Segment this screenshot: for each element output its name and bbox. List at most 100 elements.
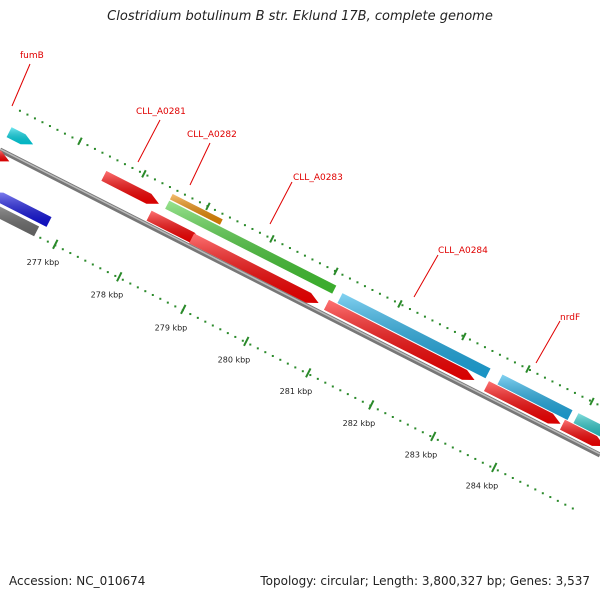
tick-dot bbox=[438, 323, 441, 326]
tick-dot bbox=[18, 109, 21, 112]
tick-dot bbox=[281, 243, 284, 246]
outer-tick-track bbox=[18, 109, 599, 406]
tick-dot bbox=[159, 297, 162, 300]
tick-dot bbox=[348, 277, 351, 280]
major-tick bbox=[141, 169, 147, 178]
tick-dot bbox=[99, 267, 102, 270]
tick-dot bbox=[346, 393, 349, 396]
tick-dot bbox=[476, 342, 479, 345]
tick-dot bbox=[466, 454, 469, 457]
light-blue-gene-bar-shade bbox=[497, 374, 573, 420]
tick-dot bbox=[69, 252, 72, 255]
tick-dot bbox=[429, 435, 432, 438]
tick-dot bbox=[41, 121, 44, 124]
tick-dot bbox=[174, 305, 177, 308]
major-tick bbox=[333, 267, 339, 276]
tick-dot bbox=[459, 450, 462, 453]
tick-dot bbox=[363, 285, 366, 288]
tick-dot bbox=[183, 193, 186, 196]
tick-dot bbox=[534, 488, 537, 491]
tick-dot bbox=[256, 347, 259, 350]
tick-dot bbox=[581, 395, 584, 398]
tick-dot bbox=[519, 480, 522, 483]
major-tick bbox=[269, 234, 275, 243]
major-tick bbox=[525, 364, 531, 374]
tick-dot bbox=[384, 412, 387, 415]
tick-dot bbox=[114, 274, 117, 277]
tick-dot bbox=[401, 304, 404, 307]
genome-stats: Topology: circular; Length: 3,800,327 bp… bbox=[260, 574, 590, 588]
tick-dot bbox=[219, 328, 222, 331]
tick-dot bbox=[221, 212, 224, 215]
tick-dot bbox=[108, 155, 111, 158]
tick-dot bbox=[541, 492, 544, 495]
tick-dot bbox=[204, 320, 207, 323]
tick-dot bbox=[468, 338, 471, 341]
tick-dot bbox=[138, 170, 141, 173]
tick-dot bbox=[331, 385, 334, 388]
tick-dot bbox=[106, 271, 109, 274]
tick-label: 283 kbp bbox=[405, 450, 438, 459]
tick-dot bbox=[48, 125, 51, 128]
major-tick bbox=[368, 400, 375, 410]
tick-label: 279 kbp bbox=[155, 323, 188, 332]
gene-label-cll_a0282: CLL_A0282 bbox=[187, 130, 237, 140]
tick-dot bbox=[241, 339, 244, 342]
tick-dot bbox=[311, 258, 314, 261]
tick-dot bbox=[161, 182, 164, 185]
tick-dot bbox=[271, 354, 274, 357]
tick-dot bbox=[61, 248, 64, 251]
tick-dot bbox=[371, 288, 374, 291]
tick-dot bbox=[273, 239, 276, 242]
major-tick bbox=[397, 299, 403, 308]
tick-dot bbox=[243, 224, 246, 227]
cyan-gene-arrow-shade bbox=[6, 127, 34, 145]
tick-dot bbox=[318, 262, 321, 265]
tick-dot bbox=[406, 423, 409, 426]
tick-dot bbox=[316, 377, 319, 380]
tick-label: 278 kbp bbox=[91, 291, 124, 300]
tick-dot bbox=[176, 189, 179, 192]
tick-dot bbox=[511, 476, 514, 479]
leader-line bbox=[11, 63, 31, 107]
tick-dot bbox=[151, 293, 154, 296]
gene-label-nrdf: nrdF bbox=[560, 313, 580, 323]
tick-dot bbox=[211, 324, 214, 327]
tick-dot bbox=[558, 384, 561, 387]
cds-arrow-shade bbox=[484, 381, 561, 424]
tick-dot bbox=[131, 166, 134, 169]
tick-dot bbox=[386, 296, 389, 299]
tick-dot bbox=[416, 311, 419, 314]
blue-gene-arrow-shade bbox=[0, 192, 52, 227]
tick-dot bbox=[474, 457, 477, 460]
tick-dot bbox=[166, 301, 169, 304]
tick-dot bbox=[144, 290, 147, 293]
tick-label: 277 kbp bbox=[27, 258, 60, 267]
tick-dot bbox=[326, 266, 329, 269]
tick-dot bbox=[588, 399, 591, 402]
green-gene-bar-shade bbox=[165, 200, 337, 294]
tick-dot bbox=[91, 263, 94, 266]
tick-dot bbox=[408, 308, 411, 311]
tick-dot bbox=[226, 332, 229, 335]
tick-dot bbox=[249, 343, 252, 346]
tick-dot bbox=[39, 236, 42, 239]
tick-dot bbox=[551, 380, 554, 383]
tick-dot bbox=[56, 128, 59, 131]
tick-dot bbox=[258, 231, 261, 234]
tick-dot bbox=[213, 208, 216, 211]
tick-dot bbox=[251, 227, 254, 230]
tick-dot bbox=[116, 159, 119, 162]
tick-dot bbox=[333, 269, 336, 272]
tick-dot bbox=[146, 174, 149, 177]
tick-dot bbox=[121, 278, 124, 281]
major-tick bbox=[305, 367, 312, 378]
major-tick bbox=[205, 202, 211, 211]
tick-dot bbox=[189, 313, 192, 316]
tick-label: 280 kbp bbox=[218, 355, 251, 364]
tick-dot bbox=[506, 357, 509, 360]
tick-dot bbox=[564, 503, 567, 506]
tick-dot bbox=[123, 163, 126, 166]
major-tick bbox=[116, 271, 123, 282]
tick-dot bbox=[361, 400, 364, 403]
